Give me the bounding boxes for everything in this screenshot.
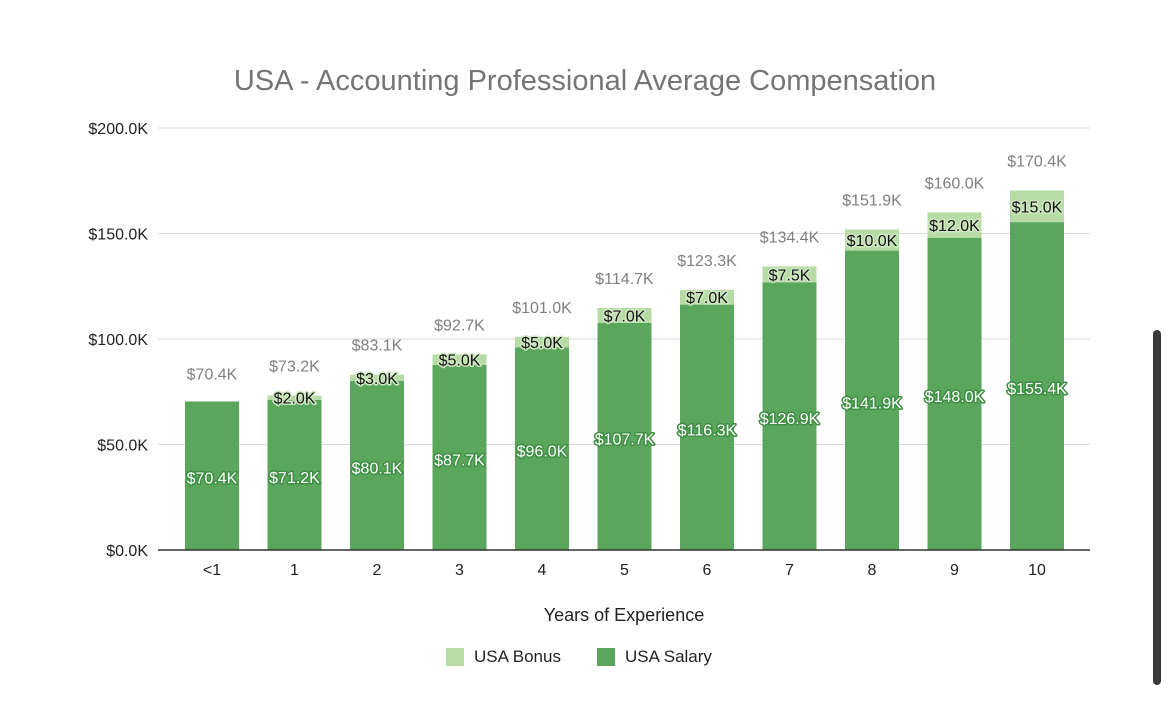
bar-salary <box>185 401 239 550</box>
salary-data-label: $141.9K <box>842 395 902 412</box>
bonus-data-label: $10.0K <box>847 233 898 250</box>
y-tick-label: $0.0K <box>106 543 148 560</box>
salary-data-label: $96.0K <box>517 444 568 461</box>
bonus-data-label: $2.0K <box>274 391 316 408</box>
salary-data-label: $126.9K <box>760 411 820 428</box>
x-tick-label: 1 <box>290 562 299 579</box>
y-tick-label: $100.0K <box>88 332 148 349</box>
x-tick-label: 10 <box>1028 562 1046 579</box>
total-label: $92.7K <box>434 317 485 334</box>
salary-data-label: $71.2K <box>269 470 320 487</box>
bar-salary <box>515 347 569 550</box>
bar-salary <box>680 304 734 550</box>
bar-salary <box>845 250 899 550</box>
x-tick-label: 8 <box>868 562 877 579</box>
bars <box>185 190 1064 550</box>
legend: USA Bonus USA Salary <box>446 647 712 666</box>
y-tick-label: $50.0K <box>97 438 148 455</box>
x-axis-tick-labels: <1 1 2 3 4 5 6 7 8 9 10 <box>203 562 1046 579</box>
bar-salary <box>927 237 982 550</box>
total-labels: $70.4K $73.2K $83.1K $92.7K $101.0K $114.7K $1… <box>187 153 1067 383</box>
y-tick-label: $150.0K <box>88 227 148 244</box>
total-label: $151.9K <box>842 192 902 209</box>
y-tick-label: $200.0K <box>88 121 148 138</box>
x-axis-title: Years of Experience <box>544 605 704 625</box>
salary-data-label: $70.4K <box>187 471 238 488</box>
bar-bonus <box>350 374 404 381</box>
bar-salary <box>597 322 652 550</box>
bonus-data-label: $12.0K <box>929 218 980 235</box>
salary-data-label: $87.7K <box>434 452 485 469</box>
x-tick-label: 9 <box>950 562 959 579</box>
bar-bonus <box>762 266 817 283</box>
salary-data-label: $155.4K <box>1007 381 1067 398</box>
chart-title: USA - Accounting Professional Average Co… <box>234 65 936 97</box>
total-label: $123.3K <box>677 253 737 270</box>
bar-bonus <box>845 229 899 251</box>
salary-data-label: $80.1K <box>352 460 403 477</box>
total-label: $83.1K <box>352 338 403 355</box>
bonus-data-label: $7.0K <box>686 290 728 307</box>
bar-bonus <box>927 212 982 238</box>
bonus-data-label: $7.0K <box>604 308 646 325</box>
legend-swatch <box>597 648 615 666</box>
bonus-data-label: $5.0K <box>439 353 481 370</box>
x-tick-label: 5 <box>620 562 629 579</box>
x-tick-label: 4 <box>538 562 547 579</box>
data-labels: $70.4K $71.2K $2.0K $80.1K $3.0K $87.7K $5.0K $… <box>185 198 1068 489</box>
total-label: $134.4K <box>760 229 820 246</box>
bar-salary <box>267 399 322 550</box>
salary-data-label: $107.7K <box>595 431 655 448</box>
bar-bonus <box>432 354 487 365</box>
x-tick-label: 2 <box>373 562 382 579</box>
bar-salary <box>762 282 817 550</box>
y-axis-tick-labels: $0.0K $50.0K $100.0K $150.0K $200.0K <box>88 121 148 560</box>
x-tick-label: <1 <box>203 562 221 579</box>
bonus-data-label: $3.0K <box>356 371 398 388</box>
bonus-data-label: $15.0K <box>1012 199 1063 216</box>
x-tick-label: 6 <box>703 562 712 579</box>
bar-salary <box>432 364 487 550</box>
total-label: $73.2K <box>269 359 320 376</box>
total-label: $70.4K <box>187 366 238 383</box>
total-label: $170.4K <box>1007 153 1067 170</box>
bonus-data-label: $5.0K <box>521 335 563 352</box>
bar-bonus <box>680 289 734 305</box>
x-tick-label: 7 <box>785 562 794 579</box>
scrollbar-thumb[interactable] <box>1153 330 1161 685</box>
salary-data-label: $148.0K <box>925 389 985 406</box>
bar-bonus <box>1010 190 1064 223</box>
bar-salary <box>1010 222 1064 550</box>
bar-bonus <box>597 307 652 323</box>
legend-label: USA Bonus <box>474 647 561 666</box>
total-label: $160.0K <box>925 175 985 192</box>
total-label: $101.0K <box>512 300 572 317</box>
bar-bonus <box>267 395 322 400</box>
bar-salary <box>350 380 404 550</box>
bar-bonus <box>515 336 569 348</box>
x-tick-label: 3 <box>455 562 464 579</box>
salary-data-label: $116.3K <box>678 422 737 439</box>
legend-label: USA Salary <box>625 647 712 666</box>
legend-swatch <box>446 648 464 666</box>
bonus-data-label: $7.5K <box>769 267 811 284</box>
total-label: $114.7K <box>595 271 654 288</box>
